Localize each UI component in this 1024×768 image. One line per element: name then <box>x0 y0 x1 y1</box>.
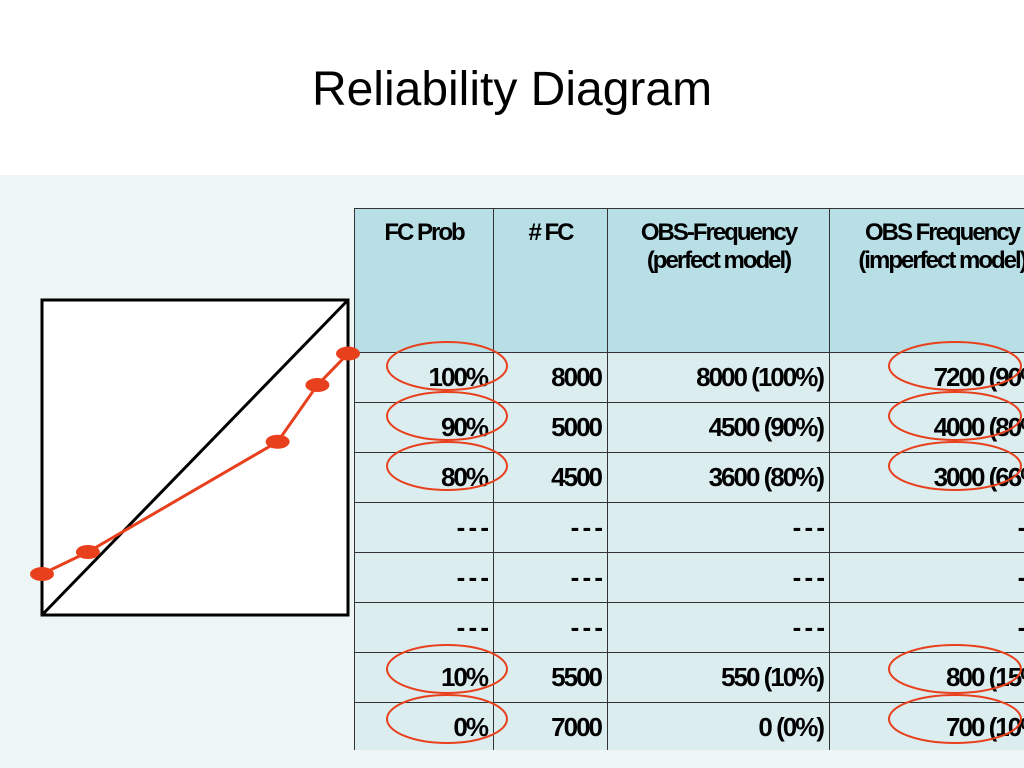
table-cell: - - - <box>493 602 608 653</box>
table-cell: - - - <box>607 552 830 603</box>
table-cell: - - - <box>354 502 494 553</box>
table-cell: - - - <box>607 502 830 553</box>
table-cell: 7000 <box>493 702 608 750</box>
highlight <box>386 694 508 744</box>
header-cell: FC Prob <box>354 208 494 353</box>
slide-title: Reliability Diagram <box>311 63 713 116</box>
table-cell: 4500 (90%) <box>607 402 830 453</box>
table-cell: - - - <box>354 602 494 653</box>
table-row: - - -- - -- - -- - - <box>354 552 1024 603</box>
point <box>305 378 330 393</box>
highlights <box>386 341 1022 744</box>
point <box>265 434 290 449</box>
table: FC Prob # FC OBS-Frequency (perfect model)… <box>354 208 1024 750</box>
table-cell: 8000 <box>493 352 608 403</box>
table-cell: 550 (10%) <box>607 652 830 703</box>
highlight <box>888 391 1022 441</box>
table-cell: 5000 <box>493 402 608 453</box>
diagonal <box>40 298 350 617</box>
table-cell: 700 (10%) <box>829 702 1024 750</box>
header-row: FC Prob # FC OBS-Frequency (perfect model)… <box>354 208 1024 353</box>
header-cell: # FC <box>493 208 608 353</box>
table-cell: - - - <box>829 502 1024 553</box>
table-cell: - - - <box>607 602 830 653</box>
point <box>30 567 54 582</box>
table-cell: - - - <box>829 602 1024 653</box>
highlight <box>386 644 508 694</box>
table-cell: 3000 (66%) <box>829 452 1024 503</box>
header-cell: OBS Frequency (imperfect model) <box>829 208 1024 353</box>
table-cell: - - - <box>493 502 608 553</box>
header-cell: OBS-Frequency (perfect model) <box>607 208 830 353</box>
highlight <box>386 391 508 441</box>
table-cell: 4500 <box>493 452 608 503</box>
point <box>75 545 100 559</box>
table-row: - - -- - -- - -- - - <box>354 502 1024 553</box>
table-row: - - -- - -- - -- - - <box>354 602 1024 653</box>
table-cell: 8000 (100%) <box>607 352 830 403</box>
table-wrap: FC Prob # FC OBS-Frequency (perfect model)… <box>354 208 1024 750</box>
highlight <box>386 341 508 391</box>
table-cell: - - - <box>354 552 494 603</box>
highlight <box>386 441 508 491</box>
point <box>336 346 360 361</box>
highlight <box>888 441 1022 491</box>
table-cell: 3600 (80%) <box>607 452 830 503</box>
highlight <box>888 694 1022 744</box>
table-cell: 0 (0%) <box>607 702 830 750</box>
highlight <box>888 644 1022 694</box>
plot <box>30 346 360 582</box>
table-cell: 10% <box>354 652 494 703</box>
table-cell: 5500 <box>493 652 608 703</box>
table-cell: - - - <box>829 552 1024 603</box>
highlight <box>888 341 1022 391</box>
table-cell: - - - <box>493 552 608 603</box>
